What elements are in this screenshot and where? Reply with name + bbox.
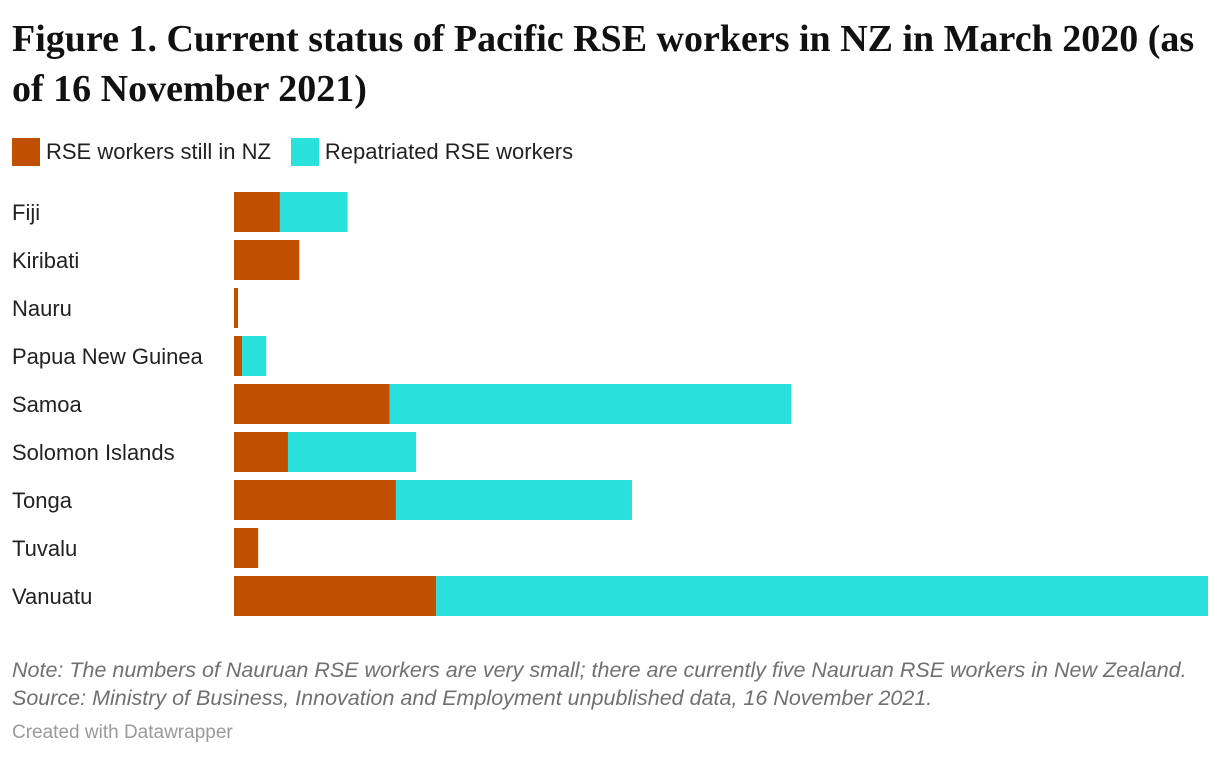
chart-note: Note: The numbers of Nauruan RSE workers… <box>12 658 1187 710</box>
category-label-kiribati: Kiribati <box>12 248 79 273</box>
bar-tonga-repatriated <box>395 480 632 520</box>
category-label-nauru: Nauru <box>12 296 72 321</box>
bar-tonga-still-in-nz <box>234 480 396 520</box>
chart-credit: Created with Datawrapper <box>12 722 233 743</box>
legend-swatch-still-in-nz <box>12 138 40 166</box>
chart-title: Figure 1. Current status of Pacific RSE … <box>12 18 1195 110</box>
legend-label-still-in-nz: RSE workers still in NZ <box>46 139 271 164</box>
bar-fiji-repatriated <box>279 192 348 232</box>
legend: RSE workers still in NZ Repatriated RSE … <box>12 137 593 167</box>
bar-papua-new-guinea-repatriated <box>242 336 267 376</box>
category-label-solomon-islands: Solomon Islands <box>12 440 175 465</box>
legend-swatch-repatriated <box>290 138 319 166</box>
bar-nauru-still-in-nz <box>234 288 239 328</box>
bar-samoa-still-in-nz <box>234 384 390 424</box>
bar-samoa-repatriated <box>389 384 792 424</box>
legend-item-repatriated: Repatriated RSE workers <box>290 138 574 166</box>
legend-item-still-in-nz: RSE workers still in NZ <box>12 138 271 166</box>
bar-solomon-islands-still-in-nz <box>234 432 288 472</box>
category-label-fiji: Fiji <box>12 200 40 225</box>
bar-vanuatu-still-in-nz <box>234 576 437 616</box>
legend-label-repatriated: Repatriated RSE workers <box>324 139 574 164</box>
bar-tuvalu-still-in-nz <box>234 528 259 568</box>
category-label-tonga: Tonga <box>12 488 73 513</box>
bar-vanuatu-repatriated <box>436 576 1208 616</box>
category-label-samoa: Samoa <box>12 392 82 417</box>
bar-kiribati-still-in-nz <box>234 240 300 280</box>
stacked-bar-chart: Fiji Kiribati Nauru Papua New Guinea Samoa So… <box>12 192 1208 616</box>
category-label-tuvalu: Tuvalu <box>12 536 77 561</box>
bar-fiji-still-in-nz <box>234 192 280 232</box>
bar-papua-new-guinea-still-in-nz <box>234 336 243 376</box>
category-label-papua-new-guinea: Papua New Guinea <box>12 344 204 369</box>
category-label-vanuatu: Vanuatu <box>12 584 92 609</box>
bar-solomon-islands-repatriated <box>287 432 417 472</box>
